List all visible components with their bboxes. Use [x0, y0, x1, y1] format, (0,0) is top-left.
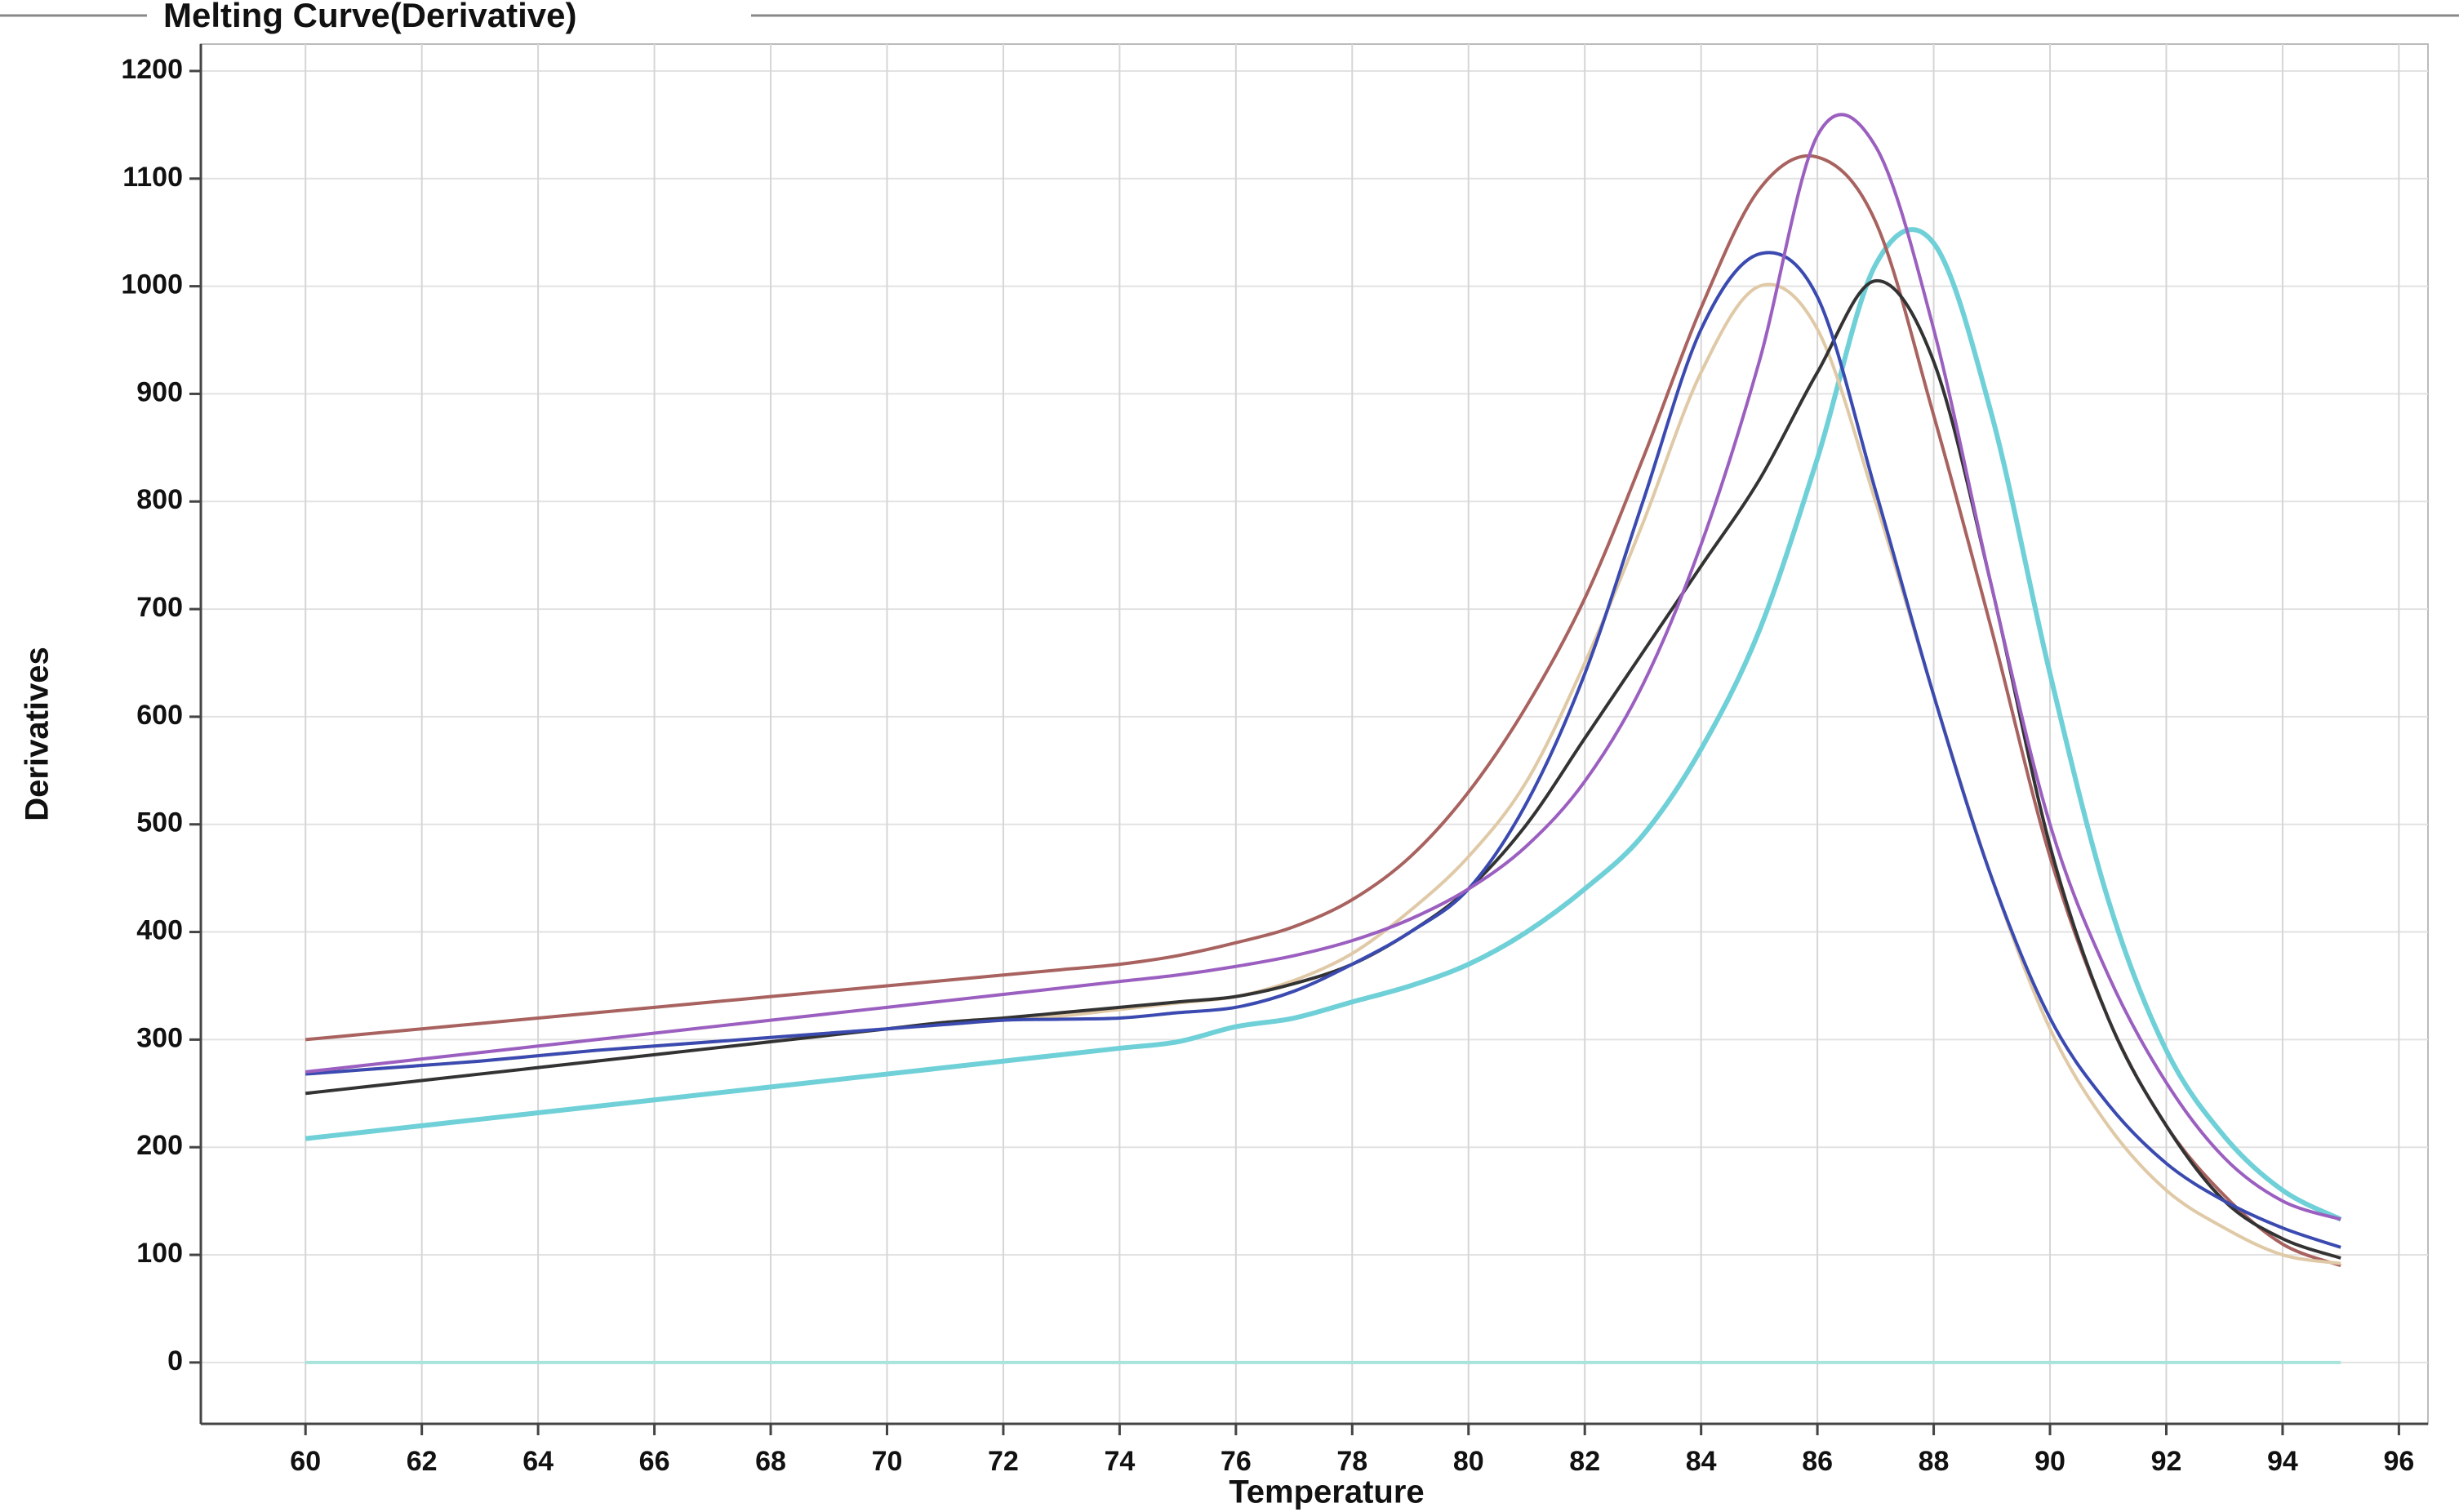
series-line — [305, 113, 2341, 1221]
chart-title: Melting Curve(Derivative) — [163, 0, 576, 34]
x-tick-label: 68 — [755, 1446, 786, 1477]
series-line — [305, 251, 2341, 1249]
x-axis-label: Temperature — [1229, 1474, 1424, 1510]
x-tick-label: 66 — [639, 1446, 670, 1477]
x-tick-label: 92 — [2151, 1446, 2182, 1477]
x-tick-label: 72 — [988, 1446, 1019, 1477]
plot-frame — [200, 43, 2429, 1425]
y-tick-label: 300 — [136, 1022, 183, 1053]
x-tick-label: 86 — [1802, 1446, 1833, 1477]
x-tick-label: 60 — [290, 1446, 321, 1477]
x-tick-label: 96 — [2383, 1446, 2414, 1477]
y-tick-label: 700 — [136, 592, 183, 623]
y-tick-label: 900 — [136, 376, 183, 407]
series-line — [305, 227, 2342, 1222]
y-tick-label: 100 — [136, 1238, 183, 1269]
x-tick-label: 62 — [407, 1446, 438, 1477]
x-tick-label: 94 — [2267, 1446, 2298, 1477]
x-tick-label: 74 — [1104, 1446, 1135, 1477]
series-line — [305, 154, 2341, 1268]
y-tick-label: 1200 — [121, 54, 183, 85]
y-tick-label: 1100 — [122, 162, 183, 193]
x-tick-label: 70 — [872, 1446, 903, 1477]
y-tick-label: 800 — [136, 484, 183, 515]
y-tick-label: 400 — [136, 915, 183, 946]
x-tick-label: 90 — [2034, 1446, 2065, 1477]
y-tick-label: 200 — [136, 1130, 183, 1161]
x-tick-label: 64 — [522, 1446, 554, 1477]
y-tick-label: 0 — [167, 1345, 183, 1376]
x-tick-label: 88 — [1919, 1446, 1950, 1477]
y-tick-label: 500 — [136, 807, 183, 838]
x-tick-label: 84 — [1686, 1446, 1717, 1477]
x-tick-label: 76 — [1221, 1446, 1252, 1477]
y-tick-label: 600 — [136, 700, 183, 731]
y-tick-label: 1000 — [121, 269, 183, 300]
x-tick-label: 82 — [1569, 1446, 1600, 1477]
y-axis-label: Derivatives — [20, 647, 56, 820]
x-tick-label: 80 — [1453, 1446, 1484, 1477]
x-tick-label: 78 — [1336, 1446, 1367, 1477]
